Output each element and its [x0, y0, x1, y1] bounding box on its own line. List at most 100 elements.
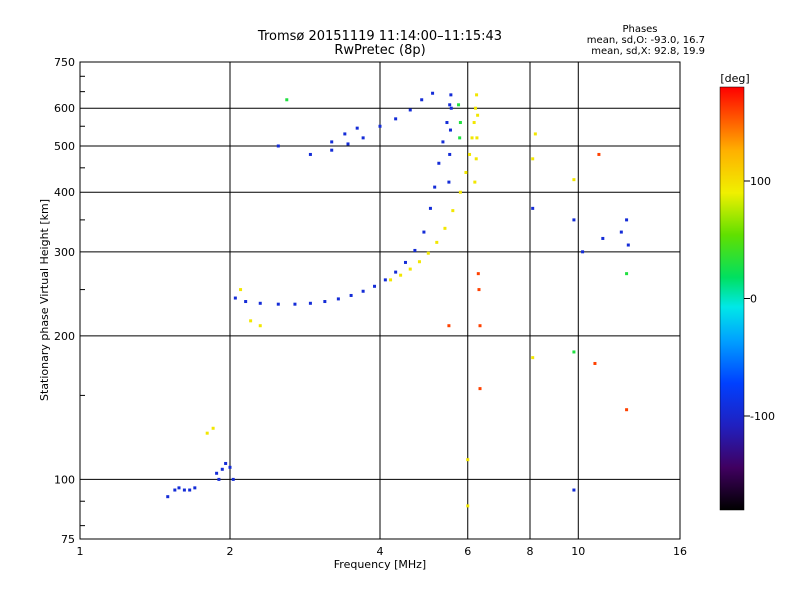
- data-point: [449, 93, 453, 97]
- data-point: [448, 128, 452, 132]
- data-point: [285, 98, 289, 102]
- data-point: [478, 324, 482, 328]
- data-point: [597, 152, 601, 156]
- data-point: [330, 148, 334, 152]
- data-point: [619, 230, 623, 234]
- chart-subtitle: RwPretec (8p): [334, 43, 425, 58]
- data-point: [474, 106, 478, 110]
- data-point: [470, 136, 474, 140]
- data-point: [443, 226, 447, 230]
- data-point: [477, 288, 481, 292]
- data-point: [473, 180, 477, 184]
- data-point: [626, 243, 630, 247]
- data-point: [177, 486, 181, 490]
- data-point: [228, 465, 232, 469]
- data-point: [173, 488, 177, 492]
- data-point: [182, 488, 186, 492]
- data-point: [308, 152, 312, 156]
- phase-stats-title: Phases: [622, 24, 657, 35]
- data-point: [625, 218, 629, 222]
- y-tick-label: 750: [54, 56, 75, 69]
- data-point: [458, 190, 462, 194]
- data-point: [276, 302, 280, 306]
- y-tick-label: 500: [54, 140, 75, 153]
- data-point: [449, 106, 453, 110]
- x-tick-label: 6: [464, 545, 471, 558]
- data-point: [293, 302, 297, 306]
- data-point: [361, 289, 365, 293]
- x-tick-label: 4: [377, 545, 384, 558]
- data-point: [239, 288, 243, 292]
- data-point: [343, 132, 347, 136]
- data-point: [593, 361, 597, 365]
- data-point: [475, 136, 479, 140]
- data-point: [441, 140, 445, 144]
- data-point: [361, 136, 365, 140]
- data-point: [531, 206, 535, 210]
- data-point: [475, 93, 479, 97]
- y-tick-label: 300: [54, 246, 75, 259]
- data-point: [625, 272, 629, 276]
- data-point: [466, 504, 470, 508]
- data-point: [445, 121, 449, 125]
- colorbar-tick-label: -100: [750, 410, 775, 423]
- data-point: [349, 293, 353, 297]
- data-point: [447, 180, 451, 184]
- chart-title: Tromsø 20151119 11:14:00–11:15:43: [257, 29, 502, 44]
- colorbar-label: [deg]: [720, 72, 749, 85]
- data-point: [572, 350, 576, 354]
- colorbar: [deg] -100 0 100: [719, 72, 775, 511]
- data-point: [572, 488, 576, 492]
- data-point: [572, 218, 576, 222]
- y-tick-label: 200: [54, 330, 75, 343]
- data-point: [478, 387, 482, 391]
- data-point: [417, 260, 421, 264]
- data-point: [572, 178, 576, 182]
- data-point: [428, 206, 432, 210]
- data-point: [413, 248, 417, 252]
- data-point: [258, 301, 262, 305]
- data-point: [457, 103, 461, 107]
- data-point: [403, 260, 407, 264]
- data-point: [426, 251, 430, 255]
- data-point: [464, 170, 468, 174]
- data-point: [476, 272, 480, 276]
- data-point: [458, 136, 462, 140]
- data-point: [276, 144, 280, 148]
- data-point: [448, 152, 452, 156]
- data-point: [433, 185, 437, 189]
- y-tick-label: 100: [54, 473, 75, 486]
- data-point: [383, 278, 387, 282]
- data-point: [220, 467, 224, 471]
- data-point: [474, 157, 478, 161]
- data-point: [193, 486, 197, 490]
- data-point: [468, 152, 472, 156]
- phase-stats-o: mean, sd,O: -93.0, 16.7: [587, 35, 705, 46]
- data-point: [244, 300, 248, 304]
- x-tick-label: 1: [77, 545, 84, 558]
- y-tick-label: 600: [54, 102, 75, 115]
- data-point: [625, 408, 629, 412]
- phase-stats-x: mean, sd,X: 92.8, 19.9: [591, 46, 705, 57]
- data-point: [211, 426, 215, 430]
- data-point: [458, 121, 462, 125]
- data-point: [205, 431, 209, 435]
- data-point: [399, 273, 403, 277]
- data-point: [448, 103, 452, 107]
- colorbar-ticks: -100 0 100: [744, 175, 775, 423]
- data-point: [437, 161, 441, 165]
- x-axis-label: Frequency [MHz]: [334, 558, 426, 571]
- data-point: [373, 284, 377, 288]
- data-point: [581, 250, 585, 254]
- colorbar-tick-label: 0: [750, 293, 757, 306]
- x-tick-label: 2: [227, 545, 234, 558]
- data-point: [355, 126, 359, 130]
- data-point: [601, 236, 605, 240]
- data-point: [330, 140, 334, 144]
- x-tick-label: 8: [527, 545, 534, 558]
- colorbar-tick-label: 100: [750, 175, 771, 188]
- data-point: [249, 319, 253, 323]
- data-point: [323, 300, 327, 304]
- data-point: [408, 108, 412, 112]
